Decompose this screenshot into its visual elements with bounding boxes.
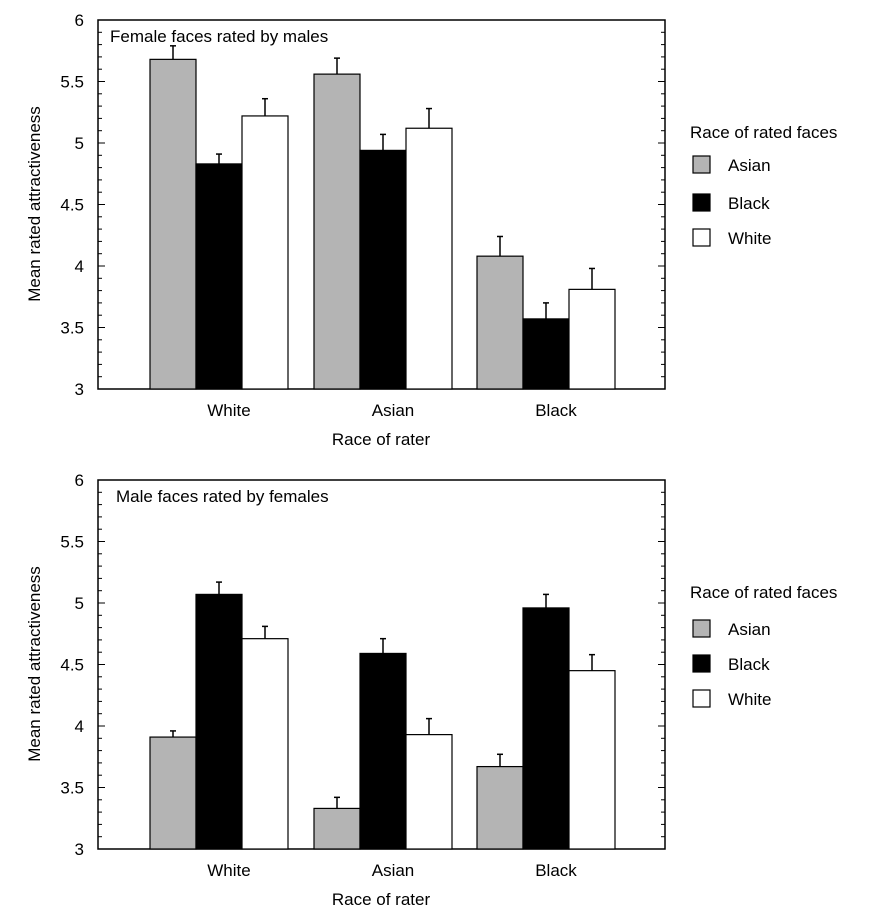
chart-title: Male faces rated by females	[116, 487, 329, 506]
x-axis-tick-labels: White Asian Black	[207, 861, 577, 880]
y-tick-label: 3.5	[60, 319, 84, 338]
legend-label-asian: Asian	[728, 156, 771, 175]
y-tick-label: 4	[75, 717, 84, 736]
bar-black-black	[522, 607, 570, 850]
bar-asian-white	[149, 58, 197, 390]
bar-white-black	[568, 288, 616, 390]
bar-black-asian	[359, 149, 407, 390]
x-tick-label: Black	[535, 861, 577, 880]
bar-white-asian	[405, 127, 453, 390]
bar-black-white	[195, 163, 243, 390]
chart-panel-female-faces: Female faces rated by males Race of rate…	[25, 11, 837, 449]
y-tick-label: 4.5	[60, 656, 84, 675]
x-tick-label: White	[207, 401, 250, 420]
y-axis-ticks: 3 3.5 4 4.5 5 5.5 6	[60, 471, 665, 859]
y-tick-label: 5	[75, 594, 84, 613]
legend-title: Race of rated faces	[690, 583, 837, 602]
bar-black-black	[522, 318, 570, 390]
legend: Race of rated faces Asian Black White	[690, 123, 837, 248]
legend-swatch-asian	[692, 619, 711, 638]
bar-white-white	[241, 638, 289, 850]
bars	[149, 45, 616, 390]
y-tick-label: 3	[75, 840, 84, 859]
bar-asian-black	[476, 765, 524, 850]
x-tick-label: Asian	[372, 861, 415, 880]
legend-swatch-white	[692, 228, 711, 247]
legend-label-black: Black	[728, 655, 770, 674]
legend-label-white: White	[728, 690, 771, 709]
bar-asian-asian	[313, 807, 361, 850]
x-axis-title: Race of rater	[332, 430, 431, 449]
chart-panel-male-faces: Male faces rated by females Race of rate…	[25, 471, 837, 909]
legend-title: Race of rated faces	[690, 123, 837, 142]
legend: Race of rated faces Asian Black White	[690, 583, 837, 709]
bars	[149, 581, 616, 850]
chart-title: Female faces rated by males	[110, 27, 328, 46]
bar-asian-white	[149, 736, 197, 850]
y-tick-label: 4	[75, 257, 84, 276]
legend-label-white: White	[728, 229, 771, 248]
y-tick-label: 5	[75, 134, 84, 153]
x-axis-title: Race of rater	[332, 890, 431, 909]
legend-swatch-black	[692, 654, 711, 673]
bar-white-black	[568, 670, 616, 850]
y-tick-label: 3.5	[60, 779, 84, 798]
legend-swatch-white	[692, 689, 711, 708]
y-axis-ticks: 3 3.5 4 4.5 5 5.5 6	[60, 11, 665, 399]
legend-swatch-black	[692, 193, 711, 212]
bar-asian-asian	[313, 73, 361, 390]
y-tick-label: 3	[75, 380, 84, 399]
x-axis-tick-labels: White Asian Black	[207, 401, 577, 420]
x-tick-label: Asian	[372, 401, 415, 420]
bar-white-asian	[405, 734, 453, 850]
y-axis-title: Mean rated attractiveness	[25, 106, 44, 302]
bar-black-white	[195, 593, 243, 850]
x-tick-label: White	[207, 861, 250, 880]
legend-label-black: Black	[728, 194, 770, 213]
bar-black-asian	[359, 652, 407, 850]
legend-label-asian: Asian	[728, 620, 771, 639]
y-tick-label: 6	[75, 471, 84, 490]
bar-asian-black	[476, 255, 524, 390]
bar-white-white	[241, 115, 289, 390]
y-tick-label: 5.5	[60, 533, 84, 552]
legend-swatch-asian	[692, 155, 711, 174]
x-tick-label: Black	[535, 401, 577, 420]
y-tick-label: 5.5	[60, 73, 84, 92]
y-axis-title: Mean rated attractiveness	[25, 566, 44, 762]
y-tick-label: 6	[75, 11, 84, 30]
y-tick-label: 4.5	[60, 196, 84, 215]
